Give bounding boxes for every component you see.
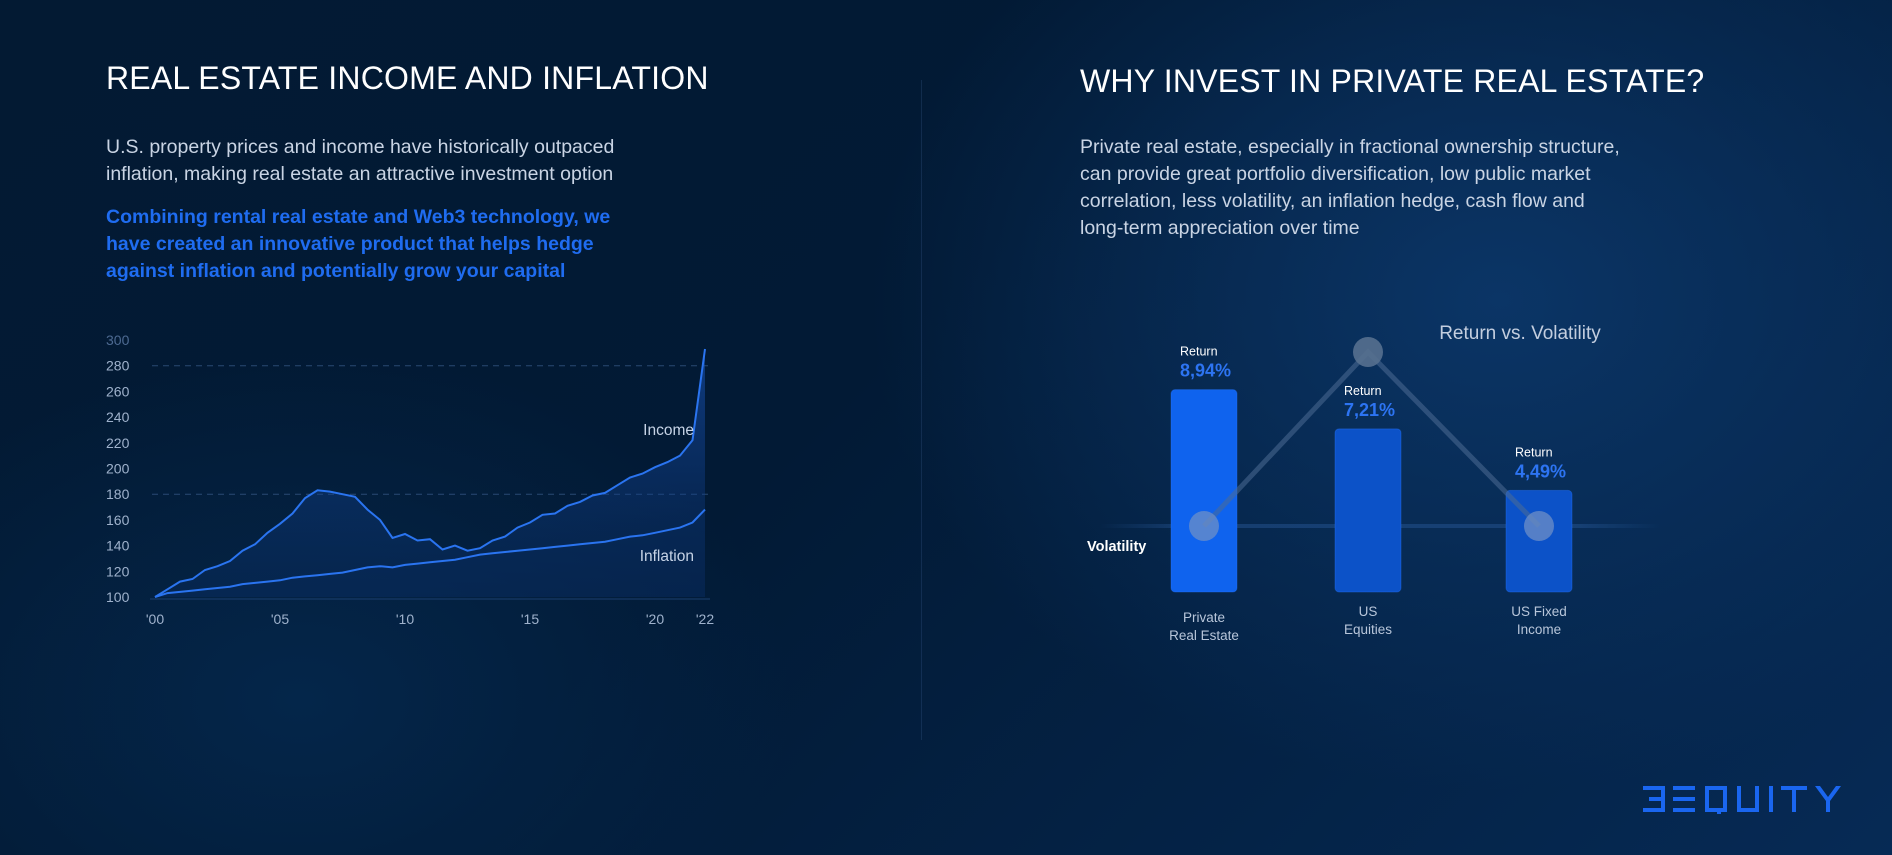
right-paragraph-line: can provide great portfolio diversificat… — [1080, 163, 1591, 185]
bar-value-label: 4,49% — [1515, 461, 1566, 481]
right-title: WHY INVEST IN PRIVATE REAL ESTATE? — [1080, 63, 1705, 99]
left-title: REAL ESTATE INCOME AND INFLATION — [106, 60, 709, 96]
y-tick-label: 120 — [106, 563, 130, 579]
x-tick-label: '20 — [646, 611, 664, 627]
bar-chart-title: Return vs. Volatility — [1439, 323, 1601, 344]
category-label: Private — [1183, 610, 1225, 625]
inflation-series-label: Inflation — [640, 548, 694, 565]
category-label: Income — [1517, 622, 1561, 637]
volatility-point — [1524, 511, 1554, 541]
y-tick-label: 160 — [106, 512, 130, 528]
x-tick-label: '00 — [146, 611, 164, 627]
x-tick-label: '15 — [521, 611, 539, 627]
x-tick-label: '05 — [271, 611, 289, 627]
y-tick-label: 300 — [106, 332, 130, 348]
y-tick-label: 280 — [106, 358, 130, 374]
right-paragraph: Private real estate, especially in fract… — [1080, 134, 1700, 242]
category-label: US — [1359, 604, 1378, 619]
category-label: Equities — [1344, 622, 1392, 637]
bar-value-label: 7,21% — [1344, 400, 1395, 420]
right-paragraph-line: long-term appreciation over time — [1080, 217, 1360, 239]
income-area — [155, 349, 705, 597]
dequity-logo-mark — [1643, 786, 1841, 814]
right-paragraph-line: correlation, less volatility, an inflati… — [1080, 190, 1585, 212]
column-divider — [921, 80, 922, 740]
return-volatility-chart: Return vs. Volatility Return 8,94% Private R… — [1087, 323, 1660, 643]
bar-return-label: Return — [1180, 345, 1218, 359]
right-paragraph-line: Private real estate, especially in fract… — [1080, 136, 1620, 158]
inflation-area — [155, 509, 705, 597]
bar-value-label: 8,94% — [1180, 361, 1231, 381]
volatility-point — [1353, 337, 1383, 367]
y-tick-label: 240 — [106, 409, 130, 425]
x-tick-label: '22 — [696, 611, 714, 627]
bar — [1334, 428, 1402, 593]
income-line — [154, 348, 706, 598]
volatility-label: Volatility — [1087, 539, 1146, 555]
y-tick-label: 180 — [106, 486, 130, 502]
accent-line: against inflation and potentially grow y… — [106, 260, 566, 282]
inflation-line — [154, 508, 706, 598]
income-inflation-chart: 100 120 140 160 180 200 220 240 260 280 300 Income I… — [106, 332, 714, 627]
category-label: Real Estate — [1169, 628, 1239, 643]
left-paragraph-line: inflation, making real estate an attract… — [106, 163, 614, 185]
bar — [1505, 489, 1573, 593]
y-tick-label: 260 — [106, 383, 130, 399]
accent-line: Combining rental real estate and Web3 te… — [106, 206, 611, 228]
bar — [1170, 389, 1238, 593]
x-tick-label: '10 — [396, 611, 414, 627]
income-series-label: Income — [643, 422, 694, 439]
category-label: US Fixed — [1511, 604, 1567, 619]
y-tick-label: 140 — [106, 538, 130, 554]
left-paragraph-line: U.S. property prices and income have his… — [106, 136, 615, 158]
dequity-logo — [1643, 786, 1841, 814]
left-accent-paragraph: Combining rental real estate and Web3 te… — [106, 204, 706, 285]
left-paragraph: U.S. property prices and income have his… — [106, 134, 706, 188]
accent-line: have created an innovative product that … — [106, 233, 594, 255]
y-tick-label: 100 — [106, 589, 130, 605]
y-tick-label: 200 — [106, 461, 130, 477]
volatility-point — [1189, 511, 1219, 541]
bar-return-label: Return — [1515, 445, 1553, 459]
y-tick-label: 220 — [106, 435, 130, 451]
bar-return-label: Return — [1344, 384, 1382, 398]
